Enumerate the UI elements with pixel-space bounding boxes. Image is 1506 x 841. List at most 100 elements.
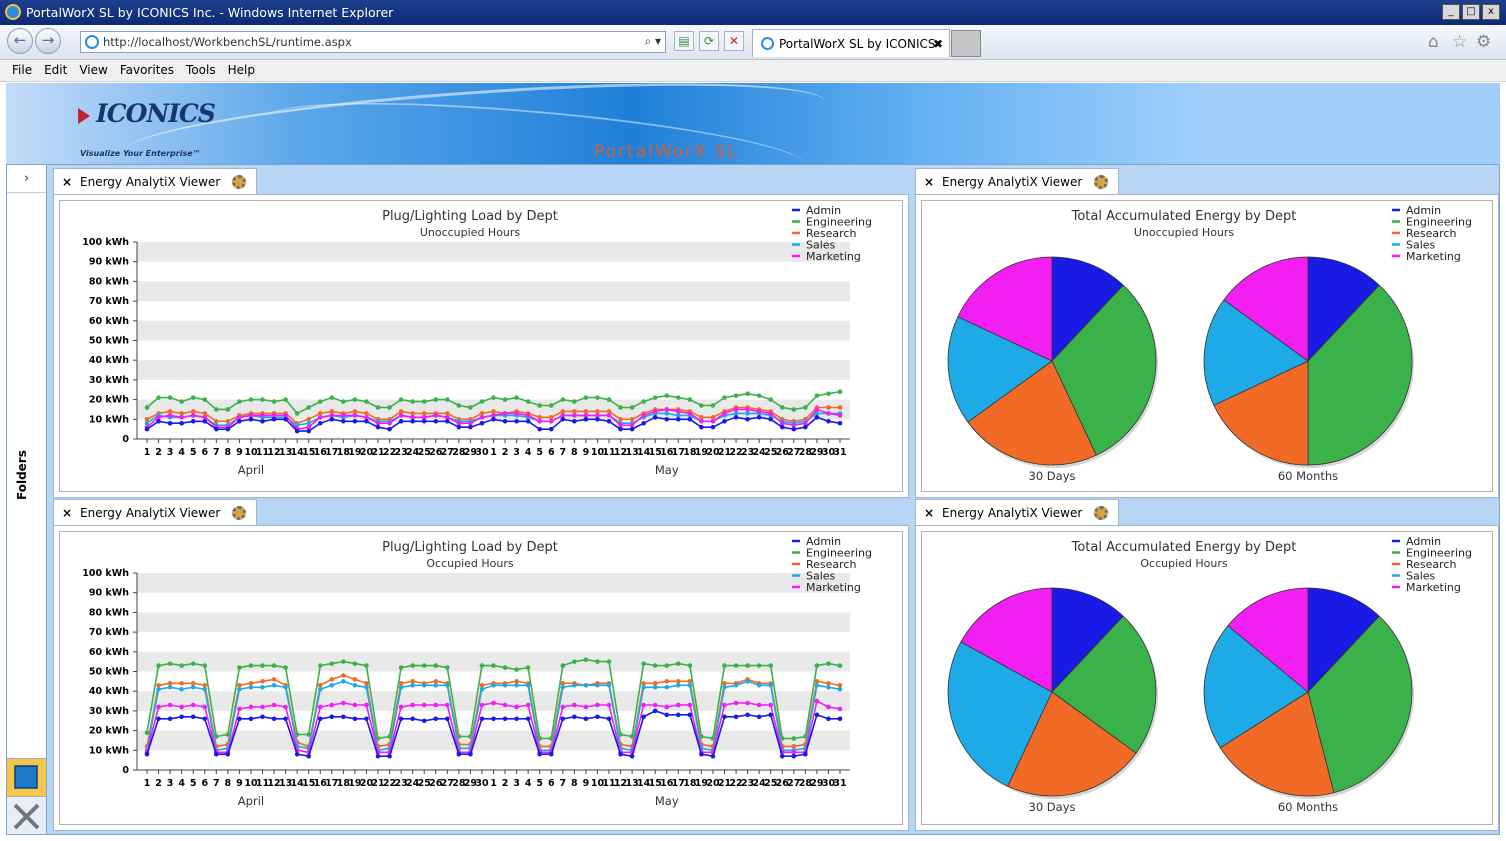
x-tick-label: 8	[225, 778, 232, 789]
menu-favorites[interactable]: Favorites	[119, 63, 175, 77]
settings-gear-icon[interactable]	[232, 175, 247, 189]
x-tick-label: 10	[244, 778, 258, 789]
data-point	[237, 399, 242, 404]
display-tool-button[interactable]	[7, 758, 46, 796]
menu-view[interactable]: View	[79, 63, 108, 77]
data-point	[826, 405, 831, 410]
close-tab-icon[interactable]: ×	[924, 175, 935, 189]
pie-chart: Total Accumulated Energy by Dept Unoccupi…	[947, 204, 1472, 483]
tab-close-icon[interactable]: ✖	[932, 37, 943, 51]
data-point	[479, 702, 485, 708]
x-tick-label: 21	[718, 447, 731, 458]
viewer-tab[interactable]: × Energy AnalytiX Viewer	[915, 499, 1120, 525]
data-point	[803, 420, 808, 426]
data-point	[733, 682, 739, 688]
data-point	[329, 409, 335, 414]
expand-sidebar-button[interactable]: ›	[7, 165, 46, 193]
data-point	[502, 411, 508, 416]
data-point	[144, 751, 150, 757]
data-point	[341, 673, 346, 678]
data-point	[779, 405, 785, 410]
x-tick-label: 22	[383, 447, 396, 458]
menu-edit[interactable]: Edit	[44, 63, 68, 77]
menu-tools[interactable]: Tools	[186, 63, 216, 77]
minimize-button[interactable]: _	[1442, 4, 1460, 20]
forward-button[interactable]: →	[35, 28, 61, 54]
folders-sidebar: › Folders	[7, 165, 47, 834]
x-tick-label: 6	[548, 447, 555, 458]
stop-icon[interactable]: ✕	[724, 31, 744, 51]
x-tick-label: 22	[729, 447, 742, 458]
compatibility-view-icon[interactable]: ▤	[674, 31, 694, 51]
x-tick-label: 2	[502, 447, 509, 458]
home-icon[interactable]: ⌂	[1428, 32, 1439, 52]
x-tick-label: 28	[452, 778, 466, 789]
data-point	[190, 681, 196, 686]
configuration-tool-button[interactable]	[7, 796, 46, 834]
chart-frame: Total Accumulated Energy by Dept Unoccupi…	[921, 200, 1493, 492]
y-tick-label: 0	[122, 765, 129, 776]
x-tick-label: 3	[513, 778, 520, 789]
settings-gear-icon[interactable]	[1094, 175, 1109, 189]
menu-file[interactable]: File	[12, 63, 33, 77]
viewer-tab[interactable]: × Energy AnalytiX Viewer	[915, 168, 1120, 194]
refresh-icon[interactable]: ⟳	[699, 31, 719, 51]
product-name: PortalWorX SL	[594, 142, 740, 162]
close-tab-icon[interactable]: ×	[924, 506, 935, 520]
x-tick-label: 24	[406, 447, 420, 458]
chart-frame: Total Accumulated Energy by Dept Occupied…	[921, 531, 1493, 825]
x-tick-label: 21	[371, 778, 384, 789]
data-point	[629, 426, 635, 432]
back-button[interactable]: ←	[7, 28, 33, 54]
favorites-icon[interactable]: ☆	[1452, 32, 1468, 52]
new-tab-button[interactable]	[951, 30, 981, 57]
data-point	[572, 418, 577, 424]
data-point	[826, 716, 831, 722]
data-point	[445, 411, 450, 416]
address-bar[interactable]: http://localhost/WorkbenchSL/runtime.asp…	[80, 31, 666, 53]
chart-subtitle: Occupied Hours	[1140, 557, 1228, 570]
menu-help[interactable]: Help	[227, 63, 255, 77]
data-point	[271, 702, 277, 708]
close-button[interactable]: x	[1482, 4, 1500, 20]
viewer-tab[interactable]: × Energy AnalytiX Viewer	[53, 168, 258, 194]
legend-entry: Sales	[806, 239, 836, 252]
data-point	[525, 413, 531, 418]
data-point	[572, 682, 577, 688]
data-point	[479, 399, 485, 404]
browser-tab[interactable]: PortalWorX SL by ICONICS Inc. ✖	[752, 29, 950, 79]
settings-gear-icon[interactable]	[1094, 506, 1109, 520]
data-point	[214, 407, 219, 412]
data-point	[537, 403, 542, 408]
data-point	[329, 413, 335, 418]
close-tab-icon[interactable]: ×	[62, 175, 73, 189]
data-point	[768, 397, 773, 402]
data-point	[756, 714, 762, 720]
data-point	[583, 413, 589, 418]
search-dropdown-icon[interactable]: ⌕ ▾	[644, 34, 661, 48]
data-point	[618, 426, 623, 432]
data-point	[595, 417, 600, 422]
y-tick-label: 40 kWh	[89, 686, 129, 697]
tools-gear-icon[interactable]: ⚙	[1476, 32, 1492, 52]
data-point	[595, 682, 600, 688]
settings-gear-icon[interactable]	[232, 506, 247, 520]
data-point	[583, 409, 589, 414]
maximize-button[interactable]: □	[1462, 4, 1480, 20]
x-tick-label: 25	[418, 778, 431, 789]
data-point	[652, 663, 658, 668]
x-tick-label: 8	[225, 447, 232, 458]
viewer-tab[interactable]: × Energy AnalytiX Viewer	[53, 499, 258, 525]
data-point	[676, 679, 681, 684]
data-point	[225, 407, 231, 412]
data-point	[306, 753, 311, 759]
address-url[interactable]: http://localhost/WorkbenchSL/runtime.asp…	[103, 35, 352, 49]
data-point	[733, 415, 739, 420]
x-tick-label: 4	[525, 447, 532, 458]
data-point	[237, 665, 242, 670]
pie-slice-sales	[1203, 625, 1309, 749]
folders-label[interactable]: Folders	[15, 450, 29, 500]
close-tab-icon[interactable]: ×	[62, 506, 73, 520]
x-tick-label: 16	[314, 778, 328, 789]
pie-chart: Total Accumulated Energy by Dept Occupied…	[947, 535, 1472, 814]
